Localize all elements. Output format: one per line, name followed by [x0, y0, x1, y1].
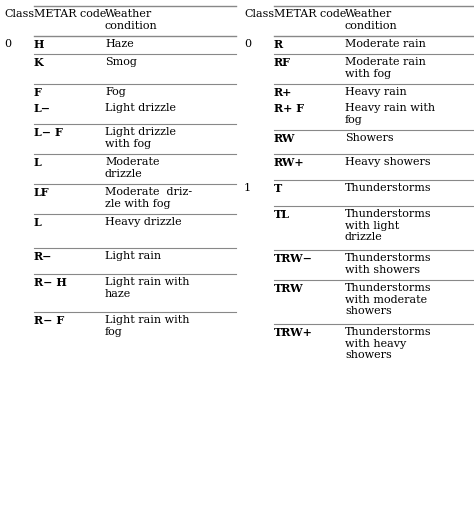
Text: RF: RF: [274, 57, 291, 68]
Text: Fog: Fog: [105, 87, 126, 97]
Text: Light rain with
haze: Light rain with haze: [105, 277, 190, 299]
Text: Light rain: Light rain: [105, 251, 161, 261]
Text: RW+: RW+: [274, 157, 305, 168]
Text: H: H: [34, 39, 45, 50]
Text: R+ F: R+ F: [274, 103, 304, 114]
Text: TRW: TRW: [274, 283, 304, 294]
Text: R+: R+: [274, 87, 292, 98]
Text: Heavy drizzle: Heavy drizzle: [105, 217, 182, 227]
Text: Light drizzle: Light drizzle: [105, 103, 176, 113]
Text: Heavy showers: Heavy showers: [345, 157, 430, 167]
Text: R−: R−: [34, 251, 53, 262]
Text: RW: RW: [274, 133, 295, 144]
Text: Heavy rain: Heavy rain: [345, 87, 407, 97]
Text: Weather
condition: Weather condition: [345, 9, 398, 30]
Text: L: L: [34, 157, 42, 168]
Text: Haze: Haze: [105, 39, 134, 49]
Text: TRW+: TRW+: [274, 327, 313, 338]
Text: 0: 0: [4, 39, 11, 49]
Text: Thunderstorms
with moderate
showers: Thunderstorms with moderate showers: [345, 283, 432, 316]
Text: Thunderstorms
with showers: Thunderstorms with showers: [345, 253, 432, 275]
Text: L−: L−: [34, 103, 51, 114]
Text: Weather
condition: Weather condition: [105, 9, 158, 30]
Text: F: F: [34, 87, 42, 98]
Text: Thunderstorms
with light
drizzle: Thunderstorms with light drizzle: [345, 209, 432, 242]
Text: Thunderstorms
with heavy
showers: Thunderstorms with heavy showers: [345, 327, 432, 360]
Text: Moderate
drizzle: Moderate drizzle: [105, 157, 159, 179]
Text: L− F: L− F: [34, 127, 63, 138]
Text: Class: Class: [4, 9, 34, 19]
Text: Showers: Showers: [345, 133, 393, 143]
Text: Class: Class: [244, 9, 274, 19]
Text: L: L: [34, 217, 42, 228]
Text: Moderate rain
with fog: Moderate rain with fog: [345, 57, 426, 79]
Text: Light drizzle
with fog: Light drizzle with fog: [105, 127, 176, 149]
Text: METAR code: METAR code: [274, 9, 346, 19]
Text: Moderate  driz-
zle with fog: Moderate driz- zle with fog: [105, 187, 192, 209]
Text: METAR code: METAR code: [34, 9, 106, 19]
Text: Heavy rain with
fog: Heavy rain with fog: [345, 103, 435, 124]
Text: K: K: [34, 57, 44, 68]
Text: TRW−: TRW−: [274, 253, 313, 264]
Text: R: R: [274, 39, 283, 50]
Text: Thunderstorms: Thunderstorms: [345, 183, 432, 193]
Text: TL: TL: [274, 209, 290, 220]
Text: Smog: Smog: [105, 57, 137, 67]
Text: LF: LF: [34, 187, 50, 198]
Text: 1: 1: [244, 183, 251, 193]
Text: Light rain with
fog: Light rain with fog: [105, 315, 190, 337]
Text: T: T: [274, 183, 282, 194]
Text: Moderate rain: Moderate rain: [345, 39, 426, 49]
Text: R− F: R− F: [34, 315, 64, 326]
Text: R− H: R− H: [34, 277, 67, 288]
Text: 0: 0: [244, 39, 251, 49]
